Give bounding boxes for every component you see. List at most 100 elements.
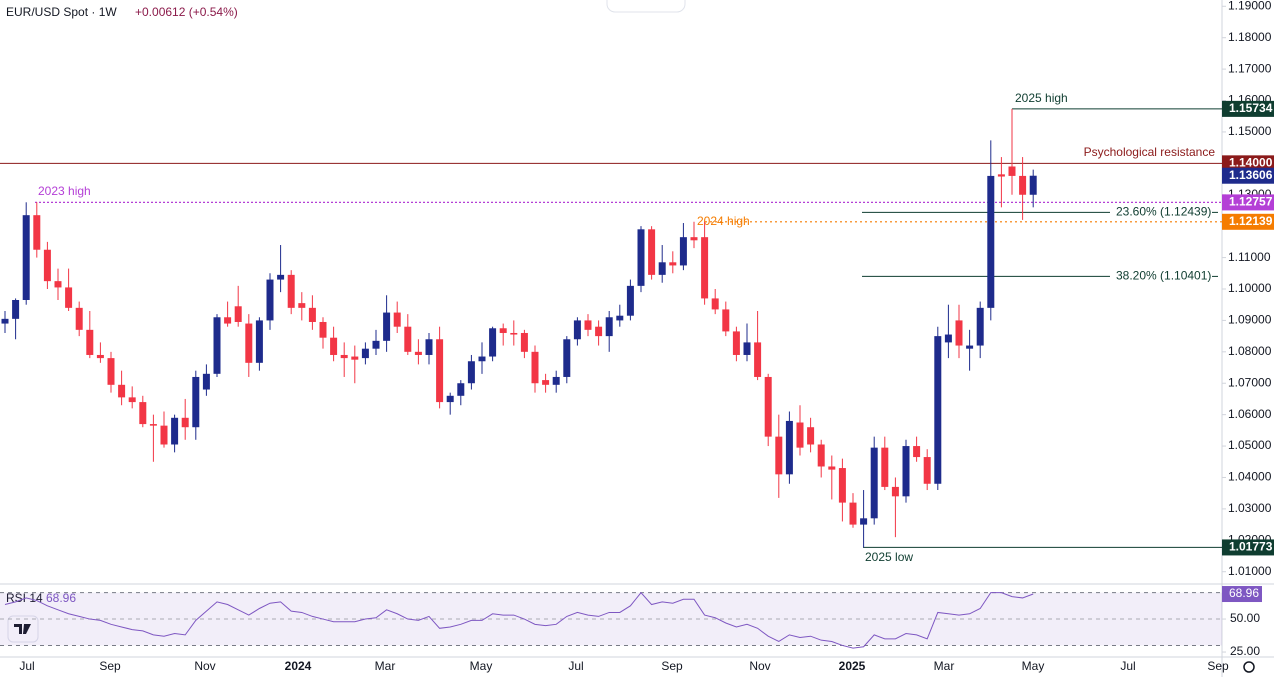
candle-body: [266, 279, 274, 321]
candle-body: [171, 417, 179, 445]
candle-body: [605, 317, 613, 337]
candle-body: [425, 339, 433, 355]
candle-body: [86, 329, 94, 355]
candle-body: [934, 336, 942, 484]
candle-body: [499, 328, 507, 333]
candle-body: [149, 424, 157, 426]
candle-body: [987, 175, 995, 308]
candle-body: [690, 237, 698, 241]
candle-body: [860, 518, 868, 525]
settings[interactable]: [1243, 661, 1255, 673]
top-tab[interactable]: [606, 0, 686, 13]
rsi-tag-label: 68.96: [1229, 586, 1259, 600]
y-tick-label: 1.15000: [1228, 124, 1272, 138]
candle-body: [531, 351, 539, 384]
candle-body: [192, 376, 200, 428]
candle-body: [372, 340, 380, 349]
candle-body: [22, 215, 30, 300]
candle-body: [785, 420, 793, 475]
level-text: 2025 high: [1015, 91, 1068, 105]
y-tick-label: 1.11000: [1228, 250, 1271, 264]
last-price-label: 1.13606: [1229, 168, 1273, 182]
price-tag-label: 1.01773: [1229, 540, 1273, 554]
level-text: 2023 high: [38, 184, 91, 198]
candle-body: [616, 315, 624, 321]
candle-body: [976, 307, 984, 346]
candle-body: [817, 444, 825, 467]
x-tick-label: 2024: [285, 659, 312, 673]
candle-body: [679, 237, 687, 266]
candle-body: [287, 274, 295, 308]
x-tick-label: 2025: [839, 659, 866, 673]
candle-body: [764, 376, 772, 437]
candle-body: [96, 354, 104, 359]
x-tick-label: May: [470, 659, 493, 673]
candle-body: [330, 337, 338, 355]
x-tick-label: Jul: [1120, 659, 1135, 673]
candle-body: [383, 312, 391, 341]
y-tick-label: 1.07000: [1228, 375, 1272, 389]
candle-body: [160, 425, 168, 445]
y-tick-label: 1.18000: [1228, 30, 1272, 44]
candle-body: [213, 317, 221, 374]
candle-body: [542, 380, 550, 385]
candle-body: [457, 383, 465, 396]
candle-body: [828, 466, 836, 470]
change: +0.00612 (+0.54%): [135, 5, 238, 19]
candle-body: [298, 303, 306, 308]
rsi-tag: [1222, 586, 1262, 603]
candle-body: [446, 395, 454, 403]
logo[interactable]: [7, 615, 39, 643]
price-tag-label: 1.15734: [1229, 101, 1273, 115]
candle-body: [743, 342, 751, 355]
x-tick-label: Jul: [568, 659, 583, 673]
level-text: 2024 high: [697, 214, 750, 228]
price-tag: [1222, 155, 1274, 172]
candle-body: [658, 262, 666, 275]
candle-body: [722, 309, 730, 332]
candle-body: [796, 422, 804, 448]
candle-body: [754, 342, 762, 377]
candle-body: [849, 502, 857, 525]
candle-body: [489, 328, 497, 357]
candle-body: [107, 358, 115, 385]
candle-body: [944, 334, 952, 343]
y-tick-label: 1.17000: [1228, 61, 1272, 75]
candle-body: [520, 332, 528, 352]
candle-body: [923, 457, 931, 484]
price-tag-label: 1.12757: [1229, 195, 1273, 209]
candle-body: [955, 320, 963, 346]
candle-body: [255, 320, 263, 363]
y-tick-label: 1.10000: [1228, 281, 1272, 295]
candle-body: [701, 237, 709, 299]
price-tag: [1222, 194, 1274, 211]
candle-body: [340, 354, 348, 359]
candle-body: [319, 321, 327, 338]
y-tick-label: 1.09000: [1228, 313, 1272, 327]
candle-body: [404, 326, 412, 352]
rsi-tick-label: 50.00: [1230, 611, 1260, 625]
candle-body: [552, 376, 560, 385]
x-tick-label: Jul: [19, 659, 34, 673]
candle-body: [393, 312, 401, 327]
y-tick-label: 1.08000: [1228, 344, 1272, 358]
candle-body: [308, 307, 316, 322]
candle-body: [1029, 175, 1037, 195]
candle-body: [626, 285, 634, 316]
candle-body: [1019, 175, 1027, 195]
candle-body: [224, 317, 232, 324]
candle-body: [573, 320, 581, 340]
candle-body: [467, 361, 475, 384]
rsi-line: [4, 591, 1034, 649]
price-tag-label: 1.14000: [1229, 156, 1273, 170]
candle-body: [913, 446, 921, 458]
candle-body: [510, 332, 518, 335]
y-tick-label: 1.05000: [1228, 438, 1272, 452]
candle-body: [43, 249, 51, 282]
candle-body: [478, 356, 486, 362]
candle-body: [75, 307, 83, 330]
price-tag: [1222, 539, 1274, 556]
x-tick-label: Sep: [99, 659, 121, 673]
candle-body: [637, 229, 645, 286]
